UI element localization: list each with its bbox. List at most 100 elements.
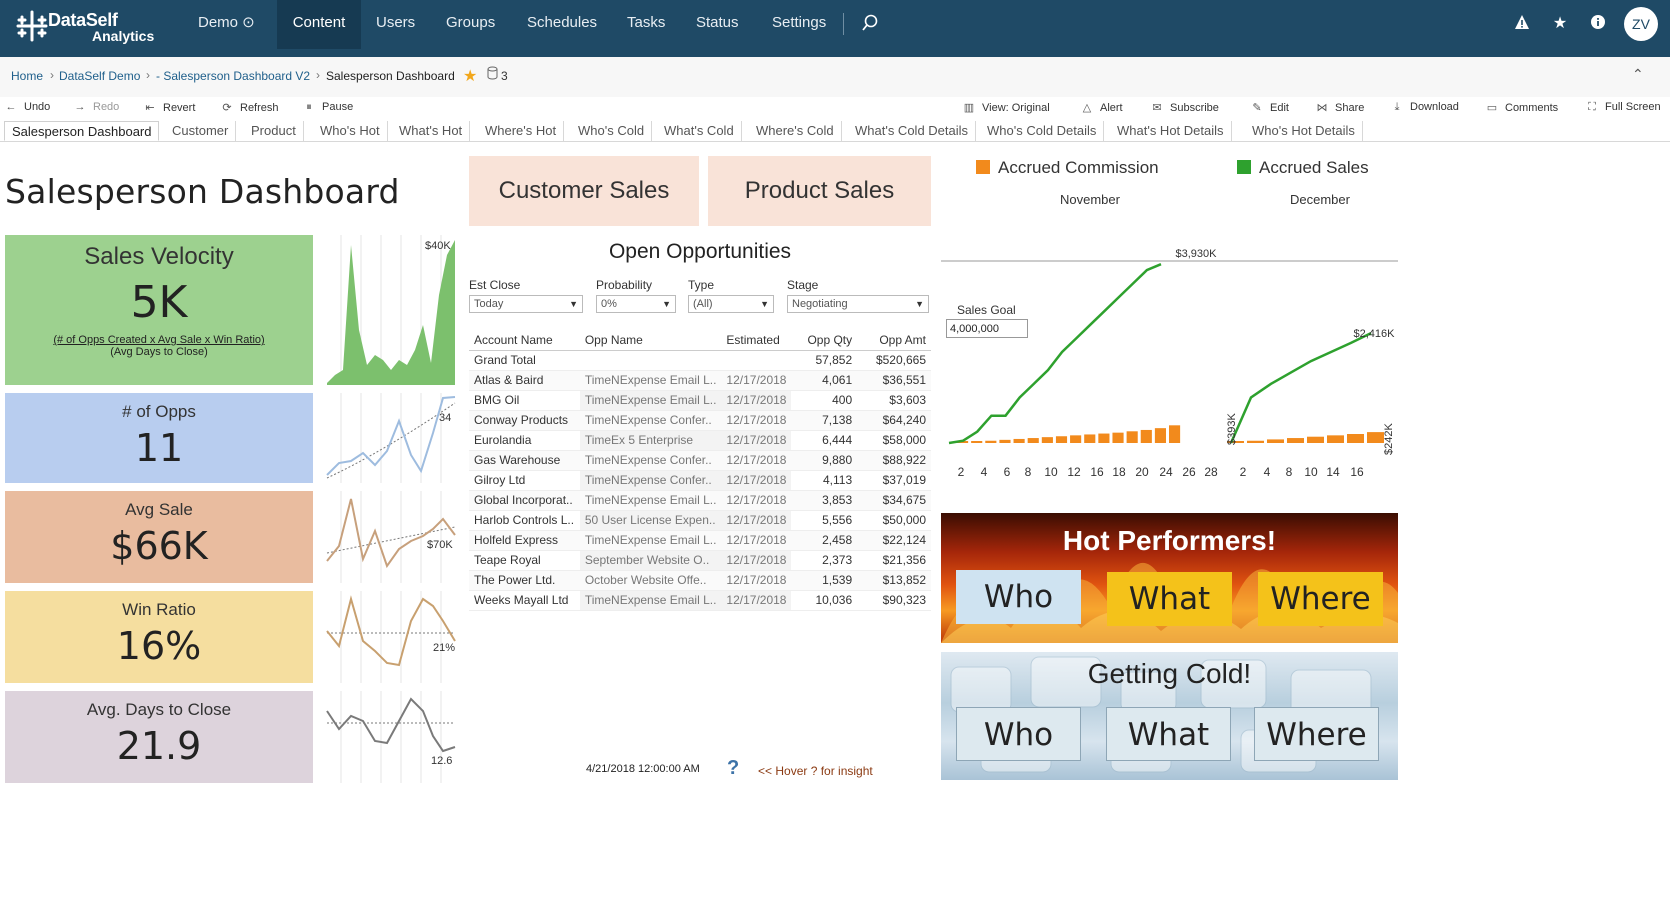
december-commission-bar[interactable] [1367, 432, 1384, 443]
november-commission-bar[interactable] [1098, 433, 1110, 443]
hot-where-button[interactable]: Where [1258, 572, 1383, 626]
december-commission-bar[interactable] [1347, 434, 1364, 443]
sparkline-velocity[interactable]: $40K [321, 235, 461, 385]
tab-whos-cold[interactable]: Who's Cold [571, 121, 653, 141]
hot-what-button[interactable]: What [1107, 572, 1232, 626]
alert-button[interactable]: △ Alert [1080, 101, 1123, 114]
nav-settings[interactable]: Settings [772, 14, 827, 31]
alert-warning-icon[interactable] [1512, 14, 1532, 34]
tab-whats-cold-details[interactable]: What's Cold Details [848, 121, 977, 141]
sales-goal-input[interactable] [946, 319, 1028, 338]
undo-button[interactable]: ← Undo [4, 101, 51, 113]
pause-button[interactable]: ⏸ Pause [302, 101, 353, 114]
full-screen-button[interactable]: ⛶ Full Screen [1585, 101, 1661, 114]
help-question-icon[interactable]: ? [727, 757, 740, 779]
column-header[interactable]: Account Name [469, 330, 580, 351]
nav-tasks[interactable]: Tasks [627, 14, 666, 31]
nav-users[interactable]: Users [376, 14, 416, 31]
filter-stage-select[interactable]: Negotiating ▼ [787, 295, 929, 313]
revert-button[interactable]: ⇤ Revert [143, 101, 195, 114]
november-commission-bar[interactable] [1140, 429, 1152, 443]
december-commission-bar[interactable] [1227, 441, 1244, 443]
kpi-sales-velocity[interactable]: Sales Velocity 5K (# of Opps Created x A… [5, 235, 313, 385]
table-row[interactable]: BMG Oil TimeNExpense Email L.. 12/17/2018 4… [469, 390, 931, 411]
tab-whos-hot[interactable]: Who's Hot [313, 121, 388, 141]
product-sales-button[interactable]: Product Sales [708, 156, 931, 226]
cold-who-button[interactable]: Who [956, 707, 1081, 761]
table-row[interactable]: Harlob Controls L.. 50 User License Expen… [469, 510, 931, 531]
november-commission-bar[interactable] [1055, 436, 1068, 443]
breadcrumb-project[interactable]: DataSelf Demo [59, 69, 141, 83]
database-icon[interactable] [487, 66, 498, 83]
sparkline-days-to-close[interactable]: 12.6 [321, 691, 461, 783]
search-icon[interactable] [860, 14, 880, 34]
redo-button[interactable]: → Redo [73, 101, 120, 113]
customer-sales-button[interactable]: Customer Sales [469, 156, 699, 226]
subscribe-button[interactable]: ✉ Subscribe [1150, 101, 1219, 114]
november-commission-bar[interactable] [1084, 434, 1096, 443]
hot-who-button[interactable]: Who [956, 570, 1081, 624]
favorite-star-icon[interactable]: ★ [463, 68, 478, 85]
favorites-star-icon[interactable]: ★ [1552, 15, 1568, 32]
tab-product[interactable]: Product [244, 121, 304, 141]
tab-whats-hot-details[interactable]: What's Hot Details [1110, 121, 1232, 141]
refresh-button[interactable]: ⟳ Refresh [220, 101, 278, 114]
tab-whos-hot-details[interactable]: Who's Hot Details [1245, 121, 1363, 141]
november-commission-bar[interactable] [1070, 435, 1082, 443]
info-icon[interactable] [1588, 14, 1608, 34]
view-original-button[interactable]: ▥ View: Original [962, 101, 1050, 114]
kpi-avg-days-to-close[interactable]: Avg. Days to Close 21.9 [5, 691, 313, 783]
november-commission-bar[interactable] [1027, 438, 1039, 443]
column-header[interactable]: Opp Qty [791, 330, 858, 351]
tab-whats-hot[interactable]: What's Hot [392, 121, 471, 141]
table-row[interactable]: Gas Warehouse TimeNExpense Confer.. 12/17/… [469, 450, 931, 471]
table-row[interactable]: Weeks Mayall Ltd TimeNExpense Email L.. 12… [469, 590, 931, 611]
filter-est-close-select[interactable]: Today ▼ [469, 295, 583, 313]
download-button[interactable]: ⤓ Download [1390, 101, 1459, 114]
table-row[interactable]: The Power Ltd. October Website Offe.. 12/1… [469, 570, 931, 591]
nav-demo[interactable]: Demo ⊙ [198, 14, 255, 31]
legend-accrued-commission[interactable]: Accrued Commission [976, 158, 1159, 178]
kpi-opps[interactable]: # of Opps 11 [5, 393, 313, 483]
collapse-chevron-icon[interactable]: ⌃ [1632, 66, 1644, 82]
december-commission-bar[interactable] [1247, 440, 1264, 443]
november-commission-bar[interactable] [1112, 432, 1124, 443]
table-row[interactable]: Atlas & Baird TimeNExpense Email L.. 12/17… [469, 370, 931, 391]
nav-status[interactable]: Status [696, 14, 739, 31]
user-avatar[interactable]: ZV [1624, 7, 1658, 41]
sparkline-opps[interactable]: 34 [321, 393, 461, 483]
edit-button[interactable]: ✎ Edit [1250, 101, 1289, 114]
table-row[interactable]: Eurolandia TimeEx 5 Enterprise 12/17/2018 6… [469, 430, 931, 451]
tab-whos-cold-details[interactable]: Who's Cold Details [980, 121, 1105, 141]
filter-type-select[interactable]: (All) ▼ [688, 295, 774, 313]
november-commission-bar[interactable] [1041, 437, 1053, 443]
tab-wheres-hot[interactable]: Where's Hot [478, 121, 565, 141]
nav-schedules[interactable]: Schedules [527, 14, 598, 31]
commission-chart[interactable]: $3,930K $2,416K $393K $242K 2 4 6 8 10 12 16 18… [941, 245, 1401, 510]
logo[interactable] [14, 8, 134, 48]
tab-salesperson-dashboard[interactable]: Salesperson Dashboard [4, 121, 160, 141]
tab-wheres-cold[interactable]: Where's Cold [749, 121, 842, 141]
november-commission-bar[interactable] [1126, 431, 1138, 443]
column-header[interactable]: Estimated [721, 330, 792, 351]
breadcrumb-home[interactable]: Home [11, 69, 44, 83]
nav-groups[interactable]: Groups [446, 14, 496, 31]
december-commission-bar[interactable] [1307, 436, 1324, 443]
table-row[interactable]: Gilroy Ltd TimeNExpense Confer.. 12/17/201… [469, 470, 931, 491]
cold-where-button[interactable]: Where [1254, 707, 1379, 761]
november-commission-bar[interactable] [1169, 425, 1181, 443]
december-commission-bar[interactable] [1327, 435, 1344, 443]
nav-content[interactable]: Content [277, 0, 361, 49]
tab-customer[interactable]: Customer [165, 121, 237, 141]
share-button[interactable]: ⋈ Share [1315, 101, 1365, 114]
cold-what-button[interactable]: What [1106, 707, 1231, 761]
tab-whats-cold[interactable]: What's Cold [657, 121, 742, 141]
december-commission-bar[interactable] [1287, 438, 1304, 443]
table-row[interactable]: Conway Products TimeNExpense Confer.. 12/1… [469, 410, 931, 431]
breadcrumb-workbook[interactable]: - Salesperson Dashboard V2 [156, 69, 311, 83]
november-commission-bar[interactable] [971, 441, 983, 443]
table-row[interactable]: Teape Royal September Website O.. 12/17/20… [469, 550, 931, 571]
november-commission-bar[interactable] [985, 440, 997, 443]
grand-total-row[interactable]: Grand Total 57,852 $520,665 [469, 350, 931, 371]
kpi-win-ratio[interactable]: Win Ratio 16% [5, 591, 313, 683]
